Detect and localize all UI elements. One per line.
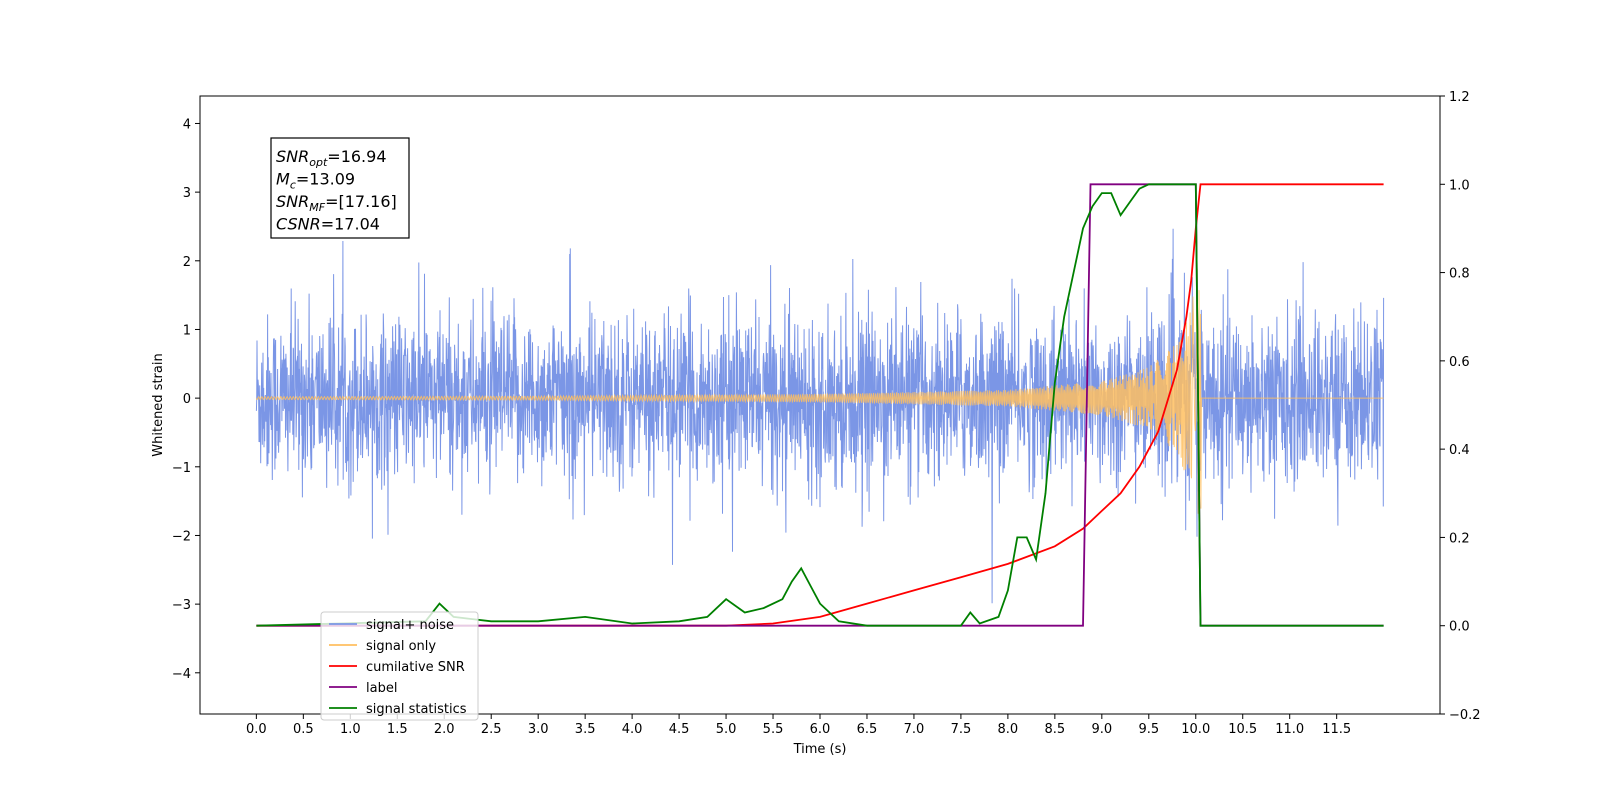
x-tick-label: 5.5 (763, 722, 784, 737)
y2-tick-label: 1.0 (1449, 178, 1470, 193)
legend-entry: signal+ noise (366, 618, 454, 633)
y-tick-label: −3 (172, 598, 191, 613)
x-tick-label: 7.5 (951, 722, 972, 737)
y-tick-label: 0 (183, 392, 191, 407)
y-tick-label: 3 (183, 186, 191, 201)
x-tick-label: 2.0 (434, 722, 455, 737)
x-tick-label: 2.5 (481, 722, 502, 737)
x-tick-label: 8.5 (1045, 722, 1066, 737)
x-tick-label: 3.5 (575, 722, 596, 737)
legend-entry: cumilative SNR (366, 660, 465, 675)
annotation-line: CSNR=17.04 (276, 215, 380, 234)
annotation-line: SNRMF=[17.16] (276, 192, 397, 214)
legend-entry: signal only (366, 639, 436, 654)
cumulative-snr-line (256, 183, 1384, 627)
x-tick-label: 9.5 (1138, 722, 1159, 737)
legend-entry: signal statistics (366, 702, 467, 717)
y-tick-label: −4 (172, 667, 191, 682)
y2-tick-label: 0.0 (1449, 620, 1470, 635)
signal-only-line (255, 268, 1384, 514)
y-tick-label: −1 (172, 461, 191, 476)
annotation-frame (270, 137, 410, 239)
x-tick-label: 3.0 (528, 722, 549, 737)
x-tick-label: 4.5 (669, 722, 690, 737)
y-tick-label: 1 (183, 323, 191, 338)
x-tick-label: 1.0 (340, 722, 361, 737)
signal-statistics-line (256, 183, 1384, 627)
x-tick-label: 11.0 (1275, 722, 1304, 737)
x-tick-label: 8.0 (998, 722, 1019, 737)
x-tick-label: 11.5 (1322, 722, 1351, 737)
x-tick-label: 1.5 (387, 722, 408, 737)
x-tick-label: 6.0 (810, 722, 831, 737)
y-tick-label: −2 (172, 529, 191, 544)
x-tick-label: 9.0 (1091, 722, 1112, 737)
plot-area (255, 183, 1385, 627)
signal-noise-line (255, 228, 1385, 604)
annotation-line: Mc=13.09 (276, 170, 355, 192)
y2-tick-label: 0.6 (1449, 355, 1470, 370)
x-tick-label: 10.5 (1228, 722, 1257, 737)
y2-tick-label: 1.2 (1449, 90, 1470, 105)
x-tick-label: 7.0 (904, 722, 925, 737)
legend-frame (320, 611, 479, 721)
y-tick-label: 2 (183, 255, 191, 270)
y-axis-label: Whitened strain (151, 353, 166, 456)
x-tick-label: 10.0 (1181, 722, 1210, 737)
x-tick-label: 0.0 (246, 722, 267, 737)
x-tick-label: 5.0 (716, 722, 737, 737)
x-tick-label: 6.5 (857, 722, 878, 737)
x-tick-label: 4.0 (622, 722, 643, 737)
y2-tick-label: 0.2 (1449, 531, 1470, 546)
annotation-box: SNRopt=16.94Mc=13.09SNRMF=[17.16]CSNR=17… (270, 137, 410, 239)
y2-tick-label: −0.2 (1449, 708, 1481, 723)
legend: signal+ noise signal only cumilative SNR la… (320, 611, 479, 721)
annotation-line: SNRopt=16.94 (276, 147, 387, 169)
legend-entry: label (366, 681, 397, 696)
x-axis-label: Time (s) (793, 742, 847, 757)
y2-tick-label: 0.8 (1449, 267, 1470, 282)
y2-tick-label: 0.4 (1449, 443, 1470, 458)
x-tick-label: 0.5 (293, 722, 314, 737)
y-tick-label: 4 (183, 117, 191, 132)
